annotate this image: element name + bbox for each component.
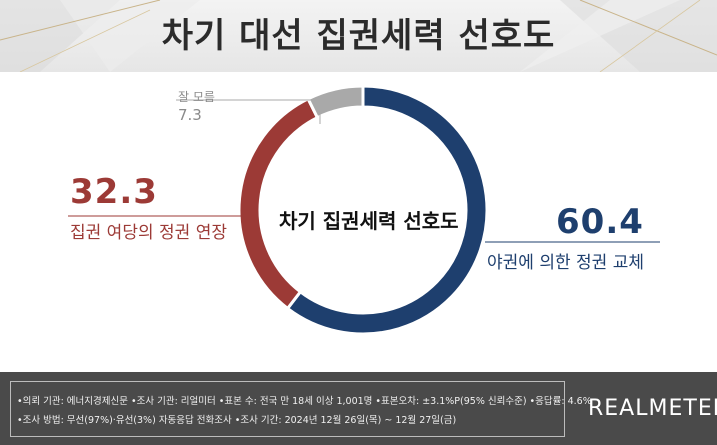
brand-logo: REALMETER: [588, 396, 717, 421]
donut-chart: [68, 84, 660, 336]
donut-chart-area: 차기 집권세력 선호도 60.4 야권에 의한 정권 교체 32.3 집권 여당…: [0, 72, 717, 372]
footer-bar: •의뢰 기관: 에너지경제신문 •조사 기관: 리얼미터 •표본 수: 전국 만…: [0, 372, 717, 445]
header-decoration: [0, 0, 717, 72]
header-banner: 차기 대선 집권세력 선호도: [0, 0, 717, 72]
leader-line-unknown: [176, 99, 321, 124]
survey-info-line-2: •조사 방법: 무선(97%)·유선(3%) 자동응답 전화조사 •조사 기간:…: [17, 415, 457, 426]
survey-info-box: •의뢰 기관: 에너지경제신문 •조사 기관: 리얼미터 •표본 수: 전국 만…: [10, 381, 592, 437]
value-label-opposition: 60.4: [556, 202, 644, 242]
center-label: 차기 집권세력 선호도: [279, 209, 459, 233]
donut-slice-ruling: [237, 96, 320, 311]
donut-slice-unknown: [306, 84, 365, 120]
page-title: 차기 대선 집권세력 선호도: [161, 16, 556, 56]
value-label-unknown: 7.3: [178, 106, 202, 124]
value-label-ruling: 32.3: [70, 172, 158, 212]
series-label-unknown: 잘 모름: [178, 90, 215, 104]
series-label-ruling: 집권 여당의 정권 연장: [70, 223, 227, 243]
series-label-opposition: 야권에 의한 정권 교체: [487, 253, 644, 273]
survey-info-line-1: •의뢰 기관: 에너지경제신문 •조사 기관: 리얼미터 •표본 수: 전국 만…: [17, 396, 592, 407]
